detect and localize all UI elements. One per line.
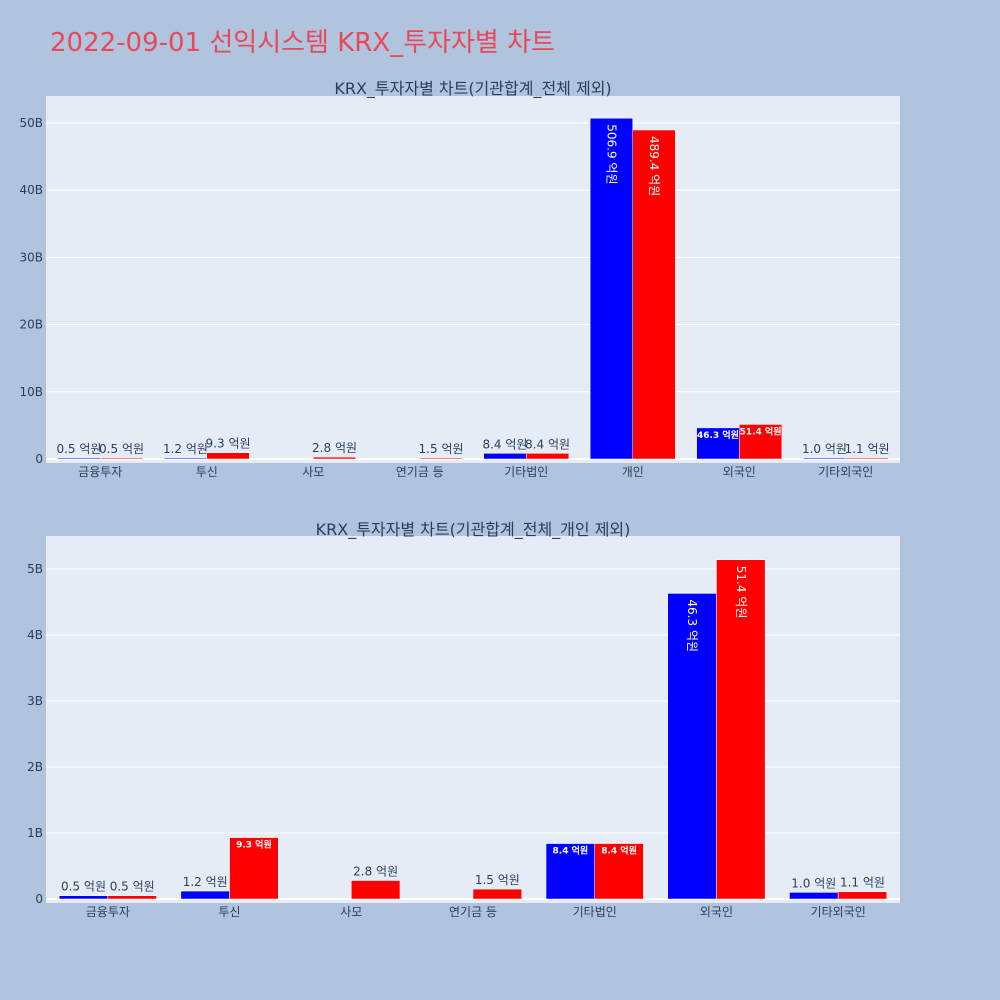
data-label: 0.5 억원	[56, 442, 101, 456]
page-title: 2022-09-01 선익시스템 KRX_투자자별 차트	[50, 28, 555, 58]
data-label: 1.0 억원	[802, 442, 847, 456]
x-tick-label: 기타외국인	[811, 905, 866, 919]
data-label: 1.5 억원	[475, 873, 520, 887]
x-tick-label: 사모	[340, 905, 362, 919]
y-tick-label: 20B	[19, 318, 43, 332]
data-label: 489.4 억원	[647, 136, 661, 196]
bar-sell	[526, 453, 570, 460]
bar-sell	[716, 559, 766, 900]
data-label: 1.2 억원	[183, 875, 228, 889]
x-tick-label: 개인	[622, 465, 644, 479]
bar-sell	[100, 457, 144, 460]
bar-buy	[789, 892, 839, 900]
bar-sell	[837, 891, 888, 900]
y-tick-label: 50B	[19, 116, 43, 130]
data-label: 8.4 억원	[553, 845, 589, 857]
bar-sell	[229, 837, 279, 900]
bar-buy	[57, 457, 101, 460]
bar-sell	[739, 424, 783, 460]
bar-buy	[180, 890, 230, 900]
data-label: 1.1 억원	[840, 876, 885, 890]
y-tick-label: 40B	[19, 183, 43, 197]
bar-sell	[632, 129, 676, 460]
data-label: 8.4 억원	[482, 437, 527, 451]
bar-buy	[545, 843, 595, 900]
y-tick-label: 1B	[27, 826, 43, 840]
data-label: 1.1 억원	[845, 442, 890, 456]
data-label: 51.4 억원	[740, 425, 782, 437]
data-label: 0.5 억원	[99, 442, 144, 456]
x-tick-label: 기타법인	[573, 905, 617, 919]
x-tick-label: 금융투자	[78, 465, 122, 479]
bar-sell	[313, 456, 357, 460]
bar-buy	[483, 453, 527, 460]
x-tick-label: 연기금 등	[396, 465, 444, 479]
data-label: 8.4 억원	[601, 845, 637, 857]
bar-buy	[163, 457, 207, 460]
bar-buy	[696, 427, 740, 460]
data-label: 51.4 억원	[734, 566, 748, 619]
plot-area-1	[46, 96, 900, 463]
bar-sell	[419, 457, 463, 460]
data-label: 9.3 억원	[206, 437, 251, 451]
bar-sell	[351, 880, 401, 900]
y-tick-label: 4B	[27, 628, 43, 642]
y-tick-label: 30B	[19, 250, 43, 264]
x-tick-label: 기타법인	[504, 465, 548, 479]
bar-sell	[206, 452, 250, 460]
data-label: 9.3 억원	[236, 839, 272, 851]
x-tick-label: 사모	[302, 465, 324, 479]
data-label: 506.9 억원	[604, 124, 618, 184]
chart-title-1: KRX_투자자별 차트(기관합계_전체 제외)	[334, 79, 611, 99]
y-tick-label: 5B	[27, 562, 43, 576]
chart-title-2: KRX_투자자별 차트(기관합계_전체_개인 제외)	[316, 520, 631, 540]
data-label: 1.0 억원	[791, 876, 836, 890]
data-label: 0.5 억원	[61, 880, 106, 894]
data-label: 46.3 억원	[685, 599, 699, 652]
data-label: 1.5 억원	[419, 442, 464, 456]
bar-sell	[472, 888, 522, 900]
data-label: 2.8 억원	[312, 441, 357, 455]
x-tick-label: 투신	[196, 465, 218, 479]
data-label: 1.2 억원	[163, 442, 208, 456]
x-tick-label: 외국인	[723, 465, 756, 479]
bar-sell	[594, 843, 644, 900]
data-label: 0.5 억원	[110, 880, 155, 894]
plot-area-2	[46, 536, 900, 903]
bar-buy	[58, 895, 109, 900]
data-label: 2.8 억원	[353, 865, 398, 879]
x-tick-label: 연기금 등	[449, 905, 497, 919]
y-tick-label: 10B	[19, 385, 43, 399]
data-label: 46.3 억원	[697, 429, 739, 441]
y-tick-label: 0	[35, 892, 43, 906]
y-tick-label: 3B	[27, 694, 43, 708]
x-tick-label: 외국인	[700, 905, 733, 919]
data-label: 8.4 억원	[525, 437, 570, 451]
x-tick-label: 기타외국인	[818, 465, 873, 479]
bar-buy	[667, 593, 717, 900]
bar-sell	[845, 457, 889, 460]
x-tick-label: 투신	[219, 905, 241, 919]
bar-sell	[107, 895, 157, 900]
x-tick-label: 금융투자	[86, 905, 130, 919]
y-tick-label: 2B	[27, 760, 43, 774]
bar-buy	[802, 457, 847, 460]
y-tick-label: 0	[35, 452, 43, 466]
